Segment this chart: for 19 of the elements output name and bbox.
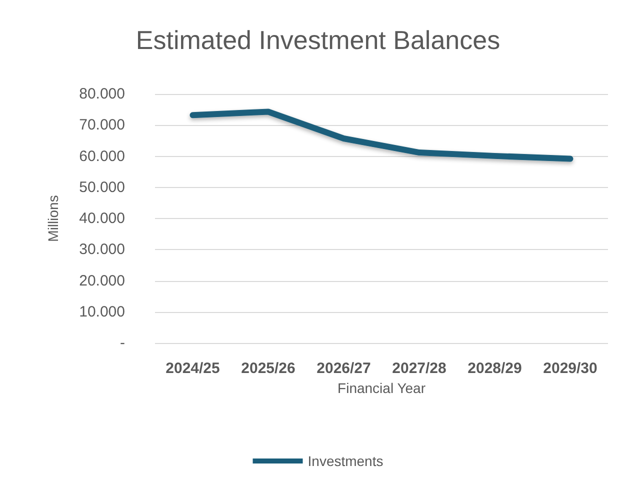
y-tick-label: 50.000	[79, 178, 125, 196]
x-tick-label: 2026/27	[316, 360, 371, 377]
y-tick-label: -	[120, 334, 125, 352]
y-tick-label: 10.000	[79, 303, 125, 320]
y-tick-label: 70.000	[79, 116, 125, 134]
x-tick-label: 2027/28	[392, 360, 446, 377]
y-tick-label: 40.000	[79, 210, 125, 227]
x-tick-label: 2029/30	[543, 360, 598, 377]
y-tick-label: 20.000	[79, 272, 125, 290]
y-tick-label: 30.000	[79, 241, 125, 258]
legend-label: Investments	[308, 453, 384, 469]
x-axis-title: Financial Year	[338, 380, 426, 396]
y-tick-label: 60.000	[79, 148, 125, 165]
x-tick-label: 2024/25	[166, 360, 220, 377]
y-tick-label: 80.000	[79, 86, 125, 102]
x-tick-label: 2025/26	[241, 360, 296, 377]
chart-title: Estimated Investment Balances	[136, 25, 500, 55]
x-tick-label: 2028/29	[468, 360, 522, 377]
y-axis-title: Millions	[45, 195, 61, 242]
